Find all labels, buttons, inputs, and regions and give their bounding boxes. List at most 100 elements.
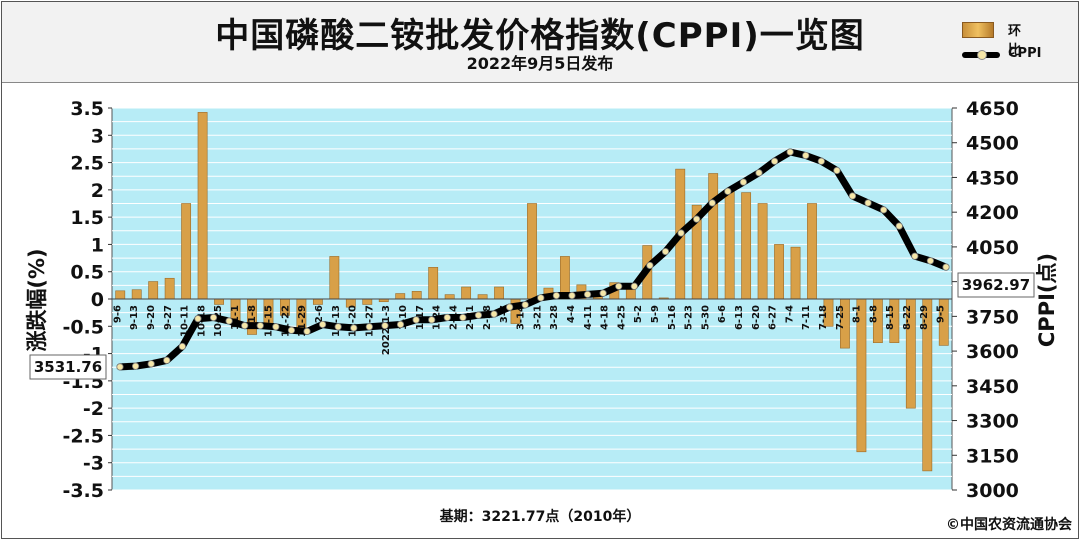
x-tick-label: 11-15	[264, 305, 275, 337]
cppi-point	[552, 291, 560, 300]
bar	[197, 112, 208, 300]
left-tick-label: -0.5	[62, 316, 104, 338]
x-tick-label: 7-4	[784, 305, 795, 323]
x-tick-label: 11-1	[230, 305, 241, 330]
cppi-point	[786, 148, 794, 156]
footer-copyright: ©中国农资流通协会	[946, 517, 1072, 533]
cppi-point	[583, 290, 592, 298]
chart-title: 中国磷酸二铵批发价格指数(CPPI)一览图	[215, 16, 865, 56]
x-tick-label: 11-22	[280, 305, 291, 337]
cppi-point	[131, 362, 140, 370]
cppi-point	[708, 199, 716, 207]
end-value-callout-box	[957, 272, 1035, 298]
x-tick-label: 4-18	[600, 305, 611, 330]
right-tick-label: 3750	[966, 306, 1019, 328]
cppi-point	[646, 261, 654, 270]
cppi-point	[163, 356, 171, 364]
bar	[724, 189, 735, 300]
x-tick-label: 7-11	[801, 305, 812, 330]
x-tick-label: 5-2	[633, 305, 644, 323]
cppi-point	[755, 169, 763, 177]
bar	[527, 203, 537, 300]
cppi-point	[739, 178, 747, 186]
x-tick-label: 1-10	[398, 305, 409, 330]
x-tick-label: 8-29	[919, 305, 930, 330]
x-tick-label: 3-21	[532, 305, 543, 330]
x-tick-label: 4-25	[616, 305, 627, 330]
x-tick-label: 7-25	[835, 305, 846, 330]
x-tick-label: 9-13	[129, 305, 140, 330]
bar	[477, 294, 488, 300]
cppi-point	[116, 363, 124, 371]
cppi-point	[178, 342, 186, 351]
cppi-point	[802, 151, 810, 160]
legend-line-marker	[977, 50, 987, 60]
bar	[774, 244, 784, 300]
cppi-point	[209, 313, 218, 322]
x-tick-label: 8-8	[868, 305, 879, 323]
legend-bar-swatch	[962, 22, 994, 38]
bar	[395, 293, 406, 300]
left-axis-title: 涨跌幅(%)	[25, 248, 49, 351]
x-tick-label: 9-6	[112, 305, 123, 323]
bar	[362, 298, 373, 305]
x-tick-label: 8-22	[902, 305, 913, 330]
cppi-point	[334, 323, 342, 331]
footer-base-period: 基期：3221.77点（2010年）	[439, 509, 641, 525]
cppi-point	[848, 192, 857, 200]
legend: 环比 CPPI	[962, 20, 1072, 76]
legend-line-label: CPPI	[1008, 46, 1042, 61]
bar	[741, 192, 752, 300]
x-tick-label: 3-14	[516, 305, 527, 330]
cppi-point	[241, 322, 249, 330]
x-tick-label: 12-20	[348, 305, 359, 337]
bar	[214, 298, 224, 305]
cppi-point	[396, 320, 405, 329]
x-tick-label: 12-13	[331, 305, 342, 337]
cppi-point	[506, 303, 514, 311]
cppi-point	[895, 222, 903, 230]
right-tick-label: 4200	[966, 202, 1019, 224]
bar	[115, 290, 126, 300]
x-tick-label: 5-9	[650, 305, 661, 323]
x-tick-label: 3-7	[499, 305, 510, 323]
x-tick-label: 4-4	[566, 305, 577, 323]
bar	[164, 277, 175, 300]
x-tick-label: 8-15	[885, 305, 896, 330]
left-tick-label: 2	[91, 180, 104, 202]
x-tick-label: 6-27	[768, 305, 779, 330]
cppi-point	[381, 322, 389, 330]
cppi-point	[661, 247, 670, 256]
cppi-point	[521, 301, 529, 309]
x-tick-label: 8-1	[852, 305, 863, 323]
left-tick-label: 0	[91, 289, 104, 311]
bar	[181, 203, 192, 300]
cppi-point	[350, 324, 358, 332]
cppi-point	[677, 229, 685, 237]
left-tick-label: 1.5	[70, 207, 104, 229]
chart-subtitle: 2022年9月5日发布	[466, 54, 614, 73]
cppi-point	[474, 311, 483, 319]
cppi-point	[194, 315, 202, 323]
bar	[757, 203, 768, 300]
x-tick-label: 7-18	[818, 305, 829, 330]
x-tick-label: 5-23	[684, 305, 695, 330]
x-tick-label: 6-20	[751, 305, 762, 330]
right-tick-label: 3450	[966, 376, 1019, 398]
left-tick-label: -3	[83, 453, 104, 475]
right-tick-label: 4500	[966, 133, 1019, 155]
left-tick-label: -2	[83, 398, 104, 420]
x-tick-label: 3-28	[549, 305, 560, 330]
x-tick-label: 9-27	[163, 305, 174, 330]
cppi-point	[537, 294, 545, 302]
left-tick-label: 3	[91, 125, 104, 147]
cppi-point	[428, 316, 436, 324]
cppi-point	[225, 317, 233, 325]
cppi-point	[459, 313, 467, 322]
x-tick-label: 6-6	[717, 305, 728, 323]
end-value-callout: 3962.97	[962, 276, 1030, 294]
cppi-point	[926, 257, 935, 265]
x-tick-label: 2022-1-3	[381, 305, 392, 355]
bar	[428, 267, 439, 300]
